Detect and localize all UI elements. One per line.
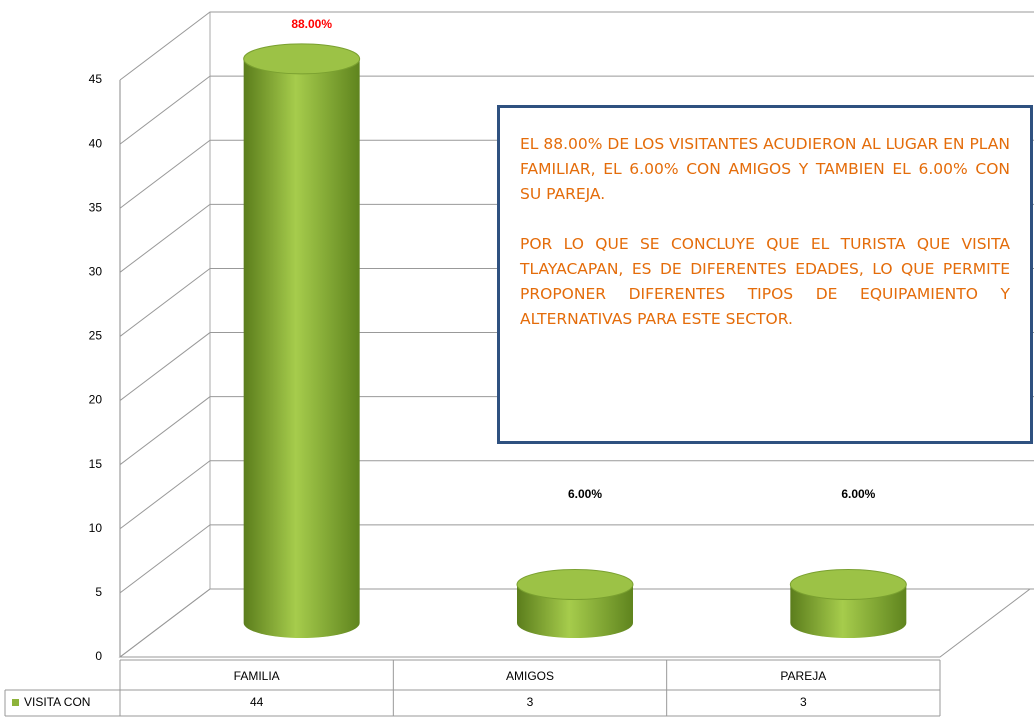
bar-top [243,43,361,75]
table-value: 44 [250,695,264,709]
y-tick-label: 15 [89,457,103,471]
grid-line [119,588,1034,658]
y-tick-label: 20 [89,393,103,407]
grid-line [119,75,1034,145]
legend-swatch [12,699,19,706]
percent-label: 6.00% [568,487,602,501]
x-tick-label: PAREJA [780,669,826,683]
y-tick-label: 5 [95,585,102,599]
legend-label: VISITA CON [24,695,90,709]
y-tick-label: 45 [89,72,103,86]
text-box: EL 88.00% DE LOS VISITANTES ACUDIERON AL… [497,105,1033,444]
grid-line [119,11,1034,81]
table-value: 3 [527,695,534,709]
percent-label: 88.00% [291,17,332,31]
grid-line [119,460,1034,530]
bar [243,58,360,639]
percent-label: 6.00% [841,487,875,501]
table-lines [4,659,940,717]
grid-line [119,524,1034,594]
paragraph: EL 88.00% DE LOS VISITANTES ACUDIERON AL… [520,135,1010,203]
y-tick-label: 40 [89,136,103,150]
x-tick-label: AMIGOS [506,669,554,683]
bar-top [516,569,634,601]
bar-top [789,569,907,601]
paragraph: POR LO QUE SE CONCLUYE QUE EL TURISTA QU… [520,235,1010,328]
y-tick-label: 25 [89,329,103,343]
x-tick-label: FAMILIA [234,669,280,683]
y-tick-label: 10 [89,521,103,535]
table-value: 3 [800,695,807,709]
y-tick-label: 30 [89,265,103,279]
y-tick-label: 0 [95,649,102,663]
y-tick-label: 35 [89,200,103,214]
